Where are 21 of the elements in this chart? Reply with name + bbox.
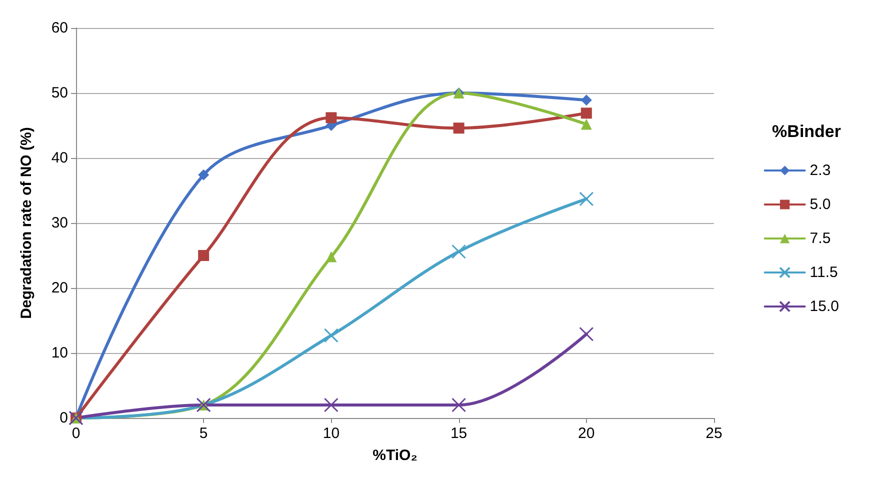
x-tick-label: 10 <box>322 425 340 442</box>
y-tick-label: 20 <box>51 280 68 296</box>
y-tick-label: 30 <box>51 214 68 232</box>
legend-label: 2.3 <box>810 162 831 179</box>
y-tick-label: 50 <box>51 84 68 102</box>
legend-title: %Binder <box>772 122 842 141</box>
legend-label: 7.5 <box>810 230 831 247</box>
x-axis-title: %TiO₂ <box>372 447 418 464</box>
y-axis-title: Degradation rate of NO (%) <box>18 127 35 319</box>
y-tick-label: 0 <box>60 410 68 426</box>
legend-label: 11.5 <box>810 264 838 281</box>
y-tick-label: 40 <box>51 150 68 166</box>
x-tick-label: 20 <box>578 425 595 442</box>
legend-label: 15.0 <box>810 298 840 315</box>
x-tick-label: 15 <box>450 425 468 442</box>
x-tick-label: 0 <box>72 425 80 442</box>
x-tick-label: 25 <box>706 425 722 442</box>
y-tick-label: 60 <box>51 20 68 36</box>
x-tick-label: 5 <box>199 425 208 442</box>
y-tick-label: 10 <box>51 344 68 362</box>
legend-label: 5.0 <box>810 196 831 213</box>
